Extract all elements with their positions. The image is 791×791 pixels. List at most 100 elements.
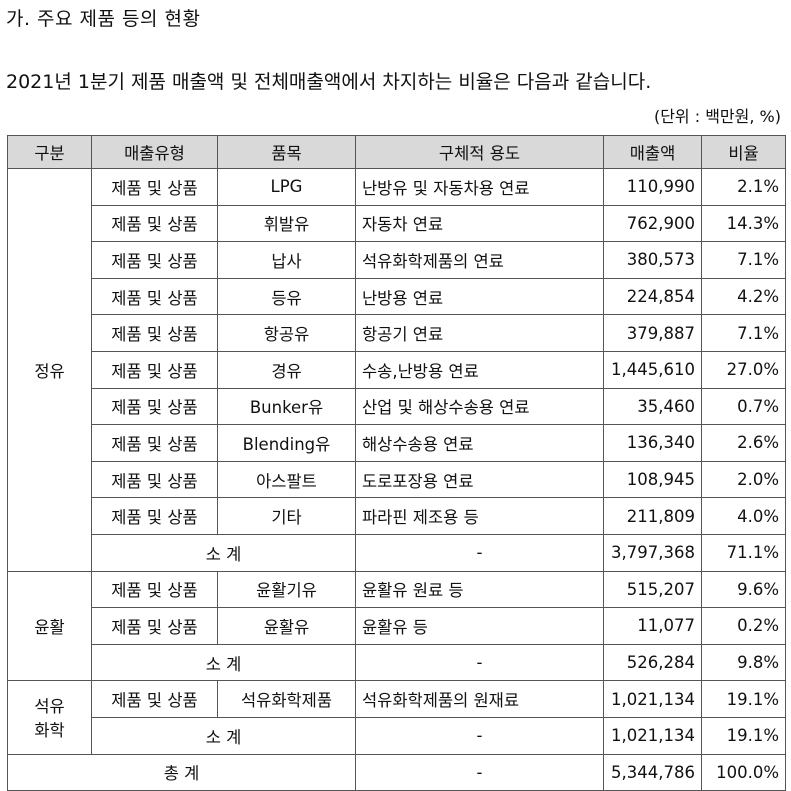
table-row: 제품 및 상품 등유 난방용 연료 224,854 4.2% bbox=[8, 277, 786, 316]
cell-use: - bbox=[355, 533, 604, 572]
cell-ratio: 9.8% bbox=[701, 643, 786, 682]
subtotal-label: 소 계 bbox=[91, 533, 356, 572]
header-item: 품목 bbox=[217, 135, 356, 169]
cell-ratio: 7.1% bbox=[701, 241, 786, 279]
cell-item: 윤활기유 bbox=[217, 570, 356, 609]
total-label: 총 계 bbox=[7, 753, 356, 791]
header-ratio: 비율 bbox=[701, 135, 786, 169]
cell-ratio: 14.3% bbox=[701, 204, 786, 243]
header-category: 구분 bbox=[7, 135, 92, 169]
cell-item: 석유화학제품 bbox=[217, 680, 356, 718]
cell-type: 제품 및 상품 bbox=[91, 387, 218, 426]
cell-type: 제품 및 상품 bbox=[91, 277, 218, 316]
cell-ratio: 0.7% bbox=[701, 387, 786, 426]
cell-item: Blending유 bbox=[217, 424, 356, 462]
cell-sales: 379,887 bbox=[603, 314, 702, 352]
cell-ratio: 7.1% bbox=[701, 314, 786, 352]
unit-note: (단위 : 백만원, %) bbox=[653, 107, 781, 126]
cell-sales: 3,797,368 bbox=[603, 533, 702, 572]
cell-type: 제품 및 상품 bbox=[91, 460, 218, 499]
table-row: 정유 제품 및 상품 LPG 난방유 및 자동차용 연료 110,990 2.1… bbox=[7, 168, 786, 572]
cell-use: 해상수송용 연료 bbox=[355, 424, 604, 462]
cell-type: 제품 및 상품 bbox=[91, 241, 218, 279]
cell-sales: 11,077 bbox=[603, 607, 702, 645]
cell-ratio: 19.1% bbox=[701, 680, 786, 718]
cell-use: - bbox=[355, 753, 604, 791]
cell-use: 난방용 연료 bbox=[355, 277, 604, 316]
cell-use: 석유화학제품의 원재료 bbox=[355, 680, 604, 718]
cell-use: 윤활유 원료 등 bbox=[355, 570, 604, 609]
cell-item: 항공유 bbox=[217, 314, 356, 352]
cell-use: 도로포장용 연료 bbox=[355, 460, 604, 499]
product-sales-table: 구분 매출유형 품목 구체적 용도 매출액 비율 정유 제품 및 상품 LPG … bbox=[7, 135, 786, 791]
cell-sales: 526,284 bbox=[603, 643, 702, 682]
subtotal-row: 소 계 - 3,797,368 71.1% bbox=[8, 533, 786, 572]
table-row: 제품 및 상품 기타 파라핀 제조용 등 211,809 4.0% bbox=[8, 497, 786, 535]
table-row: 제품 및 상품 경유 수송,난방용 연료 1,445,610 27.0% bbox=[8, 350, 786, 389]
cell-sales: 1,021,134 bbox=[603, 680, 702, 718]
cell-sales: 380,573 bbox=[603, 241, 702, 279]
group-refining: 정유 bbox=[7, 168, 92, 572]
cell-use: 난방유 및 자동차용 연료 bbox=[355, 168, 604, 206]
cell-type: 제품 및 상품 bbox=[91, 168, 218, 206]
cell-item: 기타 bbox=[217, 497, 356, 535]
subtotal-row: 소 계 - 1,021,134 19.1% bbox=[8, 716, 786, 755]
subtotal-label: 소 계 bbox=[91, 643, 356, 682]
cell-item: 납사 bbox=[217, 241, 356, 279]
cell-type: 제품 및 상품 bbox=[91, 680, 218, 718]
group-petrochemical: 석유 화학 bbox=[7, 680, 92, 755]
table-row: 윤활 제품 및 상품 윤활기유 윤활유 원료 등 515,207 9.6% bbox=[7, 570, 786, 682]
cell-sales: 136,340 bbox=[603, 424, 702, 462]
section-heading: 가. 주요 제품 등의 현황 bbox=[6, 8, 201, 30]
table-row: 제품 및 상품 아스팔트 도로포장용 연료 108,945 2.0% bbox=[8, 460, 786, 499]
cell-use: 항공기 연료 bbox=[355, 314, 604, 352]
group-petrochemical-line2: 화학 bbox=[34, 721, 65, 741]
cell-item: 아스팔트 bbox=[217, 460, 356, 499]
cell-ratio: 4.0% bbox=[701, 497, 786, 535]
group-petrochemical-line1: 석유 bbox=[34, 697, 65, 717]
cell-sales: 35,460 bbox=[603, 387, 702, 426]
cell-ratio: 2.6% bbox=[701, 424, 786, 462]
cell-use: 산업 및 해상수송용 연료 bbox=[355, 387, 604, 426]
table-row: 제품 및 상품 항공유 항공기 연료 379,887 7.1% bbox=[8, 314, 786, 352]
cell-use: 석유화학제품의 연료 bbox=[355, 241, 604, 279]
cell-ratio: 19.1% bbox=[701, 716, 786, 755]
cell-type: 제품 및 상품 bbox=[91, 607, 218, 645]
table-row: 석유 화학 제품 및 상품 석유화학제품 석유화학제품의 원재료 1,021,1… bbox=[7, 680, 786, 755]
cell-item: Bunker유 bbox=[217, 387, 356, 426]
group-lubricant: 윤활 bbox=[7, 570, 92, 682]
table-header-row: 구분 매출유형 품목 구체적 용도 매출액 비율 bbox=[7, 135, 786, 169]
cell-ratio: 100.0% bbox=[701, 753, 786, 791]
cell-use: 윤활유 등 bbox=[355, 607, 604, 645]
subtotal-label: 소 계 bbox=[91, 716, 356, 755]
cell-type: 제품 및 상품 bbox=[91, 424, 218, 462]
cell-sales: 1,021,134 bbox=[603, 716, 702, 755]
cell-type: 제품 및 상품 bbox=[91, 350, 218, 389]
header-sales: 매출액 bbox=[603, 135, 702, 169]
table-row: 제품 및 상품 윤활유 윤활유 등 11,077 0.2% bbox=[8, 607, 786, 645]
cell-type: 제품 및 상품 bbox=[91, 497, 218, 535]
cell-ratio: 2.0% bbox=[701, 460, 786, 499]
cell-item: 등유 bbox=[217, 277, 356, 316]
cell-item: 윤활유 bbox=[217, 607, 356, 645]
cell-type: 제품 및 상품 bbox=[91, 570, 218, 609]
cell-sales: 211,809 bbox=[603, 497, 702, 535]
cell-use: 파라핀 제조용 등 bbox=[355, 497, 604, 535]
cell-sales: 110,990 bbox=[603, 168, 702, 206]
table-row: 제품 및 상품 휘발유 자동차 연료 762,900 14.3% bbox=[8, 204, 786, 243]
cell-sales: 224,854 bbox=[603, 277, 702, 316]
table-row: 제품 및 상품 납사 석유화학제품의 연료 380,573 7.1% bbox=[8, 241, 786, 279]
intro-text: 2021년 1분기 제품 매출액 및 전체매출액에서 차지하는 비율은 다음과 … bbox=[6, 71, 652, 93]
table-row: 제품 및 상품 Bunker유 산업 및 해상수송용 연료 35,460 0.7… bbox=[8, 387, 786, 426]
cell-type: 제품 및 상품 bbox=[91, 314, 218, 352]
cell-ratio: 2.1% bbox=[701, 168, 786, 206]
cell-item: 휘발유 bbox=[217, 204, 356, 243]
subtotal-row: 소 계 - 526,284 9.8% bbox=[8, 643, 786, 682]
cell-sales: 515,207 bbox=[603, 570, 702, 609]
cell-sales: 762,900 bbox=[603, 204, 702, 243]
header-sales-type: 매출유형 bbox=[91, 135, 218, 169]
cell-ratio: 4.2% bbox=[701, 277, 786, 316]
cell-use: - bbox=[355, 716, 604, 755]
cell-use: 수송,난방용 연료 bbox=[355, 350, 604, 389]
cell-item: 경유 bbox=[217, 350, 356, 389]
